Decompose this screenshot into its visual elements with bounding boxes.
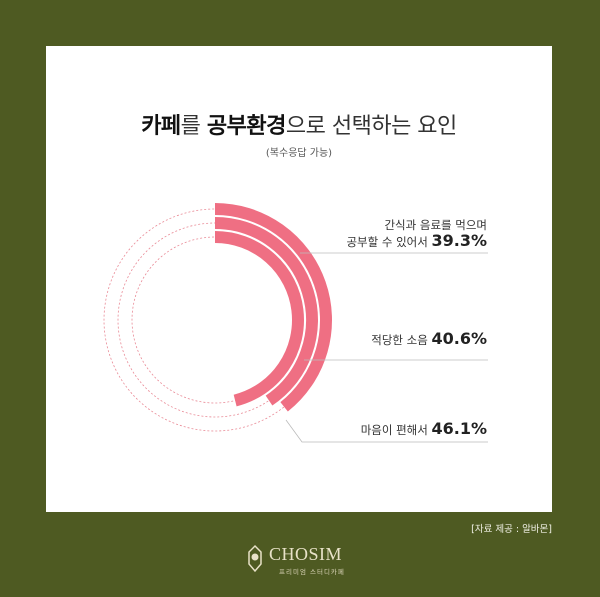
title-part-3: 으로 선택하는 요인	[285, 114, 457, 139]
bar-comfort	[214, 231, 304, 407]
logo-name: CHOSIM	[269, 544, 343, 564]
label-comfort-value: 46.1%	[431, 419, 487, 438]
label-noise-text: 적당한 소음	[371, 333, 428, 347]
bar-snacks	[214, 203, 332, 412]
logo-tagline: 프리미엄 스터디카페	[279, 568, 345, 576]
leader-line-comfort	[285, 419, 488, 443]
label-noise-value: 40.6%	[431, 329, 487, 348]
label-snacks-line1: 간식과 음료를 먹으며	[384, 218, 487, 232]
bar-noise	[214, 217, 318, 406]
label-comfort-text: 마음이 편해서	[360, 423, 428, 437]
label-snacks-line2: 공부할 수 있어서	[346, 235, 428, 249]
chart-subtitle: (복수응답 가능)	[265, 148, 333, 159]
title-part-2: 를	[180, 114, 207, 139]
source-note: [자료 제공 : 알바몬]	[471, 524, 552, 535]
label-snacks: 간식과 음료를 먹으며 공부할 수 있어서 39.3%	[290, 217, 487, 250]
label-snacks-value: 39.3%	[431, 231, 487, 250]
chart-title: 카페를 공부환경으로 선택하는 요인	[46, 108, 552, 140]
chosim-logo: CHOSIM 프리미엄 스터디카페	[245, 540, 365, 584]
infographic-card: 카페를 공부환경으로 선택하는 요인 (복수응답 가능)	[46, 46, 552, 512]
label-noise: 적당한 소음 40.6%	[290, 331, 487, 348]
title-bold-cafe: 카페	[141, 114, 181, 139]
label-comfort: 마음이 편해서 46.1%	[290, 421, 487, 438]
lion-crest-icon	[248, 544, 262, 573]
title-bold-study-env: 공부환경	[206, 114, 286, 139]
